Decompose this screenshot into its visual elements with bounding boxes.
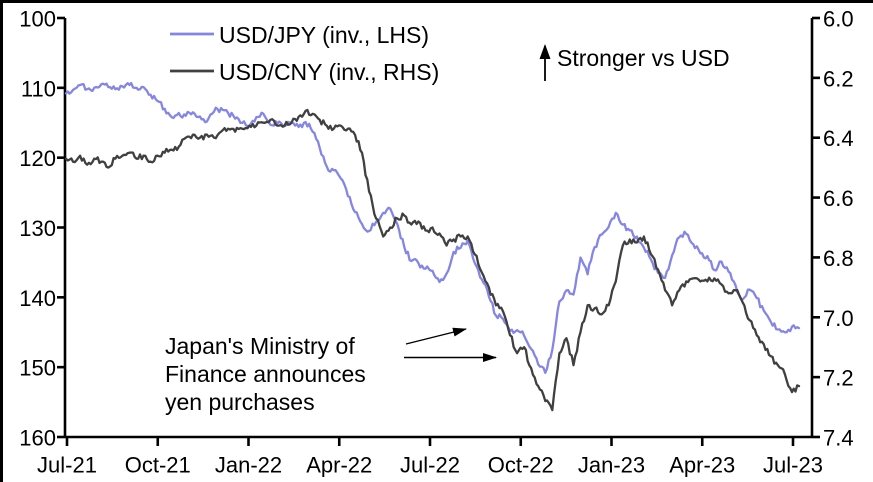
x-axis-tick-label: Oct-22 [488, 453, 554, 478]
left-axis-tick-label: 150 [19, 356, 56, 381]
screenshot-border-top [0, 0, 873, 3]
right-axis-tick-label: 7.4 [823, 426, 854, 451]
legend: USD/JPY (inv., LHS) USD/CNY (inv., RHS) [170, 22, 439, 85]
legend-label-usdjpy: USD/JPY (inv., LHS) [219, 22, 429, 48]
x-axis-tick-label: Apr-23 [669, 453, 735, 478]
axes-layer: 100 110 120 130 140 150 160 6.0 6.2 6.4 6.6 6.8 7.0 7… [19, 7, 853, 478]
left-axis-tick-label: 140 [19, 286, 56, 311]
mof-annotation-line1: Japan's Ministry of [165, 333, 355, 359]
right-axis-tick-label: 6.6 [823, 186, 854, 211]
x-axis-tick-label: Jan-22 [215, 453, 282, 478]
right-axis-tick-label: 6.0 [823, 7, 854, 32]
left-axis-tick-label: 120 [19, 146, 56, 171]
stronger-annotation: Stronger vs USD [539, 44, 730, 81]
mof-annotation: Japan's Ministry of Finance announces ye… [165, 327, 497, 415]
x-axis-tick-label: Jul-21 [37, 453, 97, 478]
mof-annotation-line2: Finance announces [165, 361, 366, 387]
x-axis-tick-label: Jan-23 [578, 453, 645, 478]
x-axis-tick-label: Apr-22 [306, 453, 372, 478]
series-layer [64, 81, 801, 412]
x-axis-tick-label: Jul-22 [400, 453, 460, 478]
left-axis-tick-label: 130 [19, 216, 56, 241]
right-axis-tick-label: 7.2 [823, 366, 854, 391]
stronger-annotation-label: Stronger vs USD [557, 45, 730, 71]
mof-arrow-upper [405, 327, 467, 345]
right-axis-tick-label: 7.0 [823, 306, 854, 331]
x-axis-tick-label: Oct-21 [125, 453, 191, 478]
legend-label-usdcny: USD/CNY (inv., RHS) [219, 59, 439, 85]
series-line-usdcny [64, 108, 801, 412]
mof-annotation-line3: yen purchases [165, 389, 315, 415]
left-axis-tick-label: 160 [19, 426, 56, 451]
left-axis-tick-label: 110 [21, 76, 56, 101]
left-axis-tick-label: 100 [19, 7, 56, 32]
right-axis-tick-label: 6.4 [823, 126, 854, 151]
right-axis-tick-label: 6.2 [823, 66, 854, 91]
x-axis-tick-label: Jul-23 [763, 453, 823, 478]
series-line-usdjpy [64, 81, 801, 374]
screenshot-border-left [0, 0, 3, 482]
right-axis-tick-label: 6.8 [823, 246, 854, 271]
